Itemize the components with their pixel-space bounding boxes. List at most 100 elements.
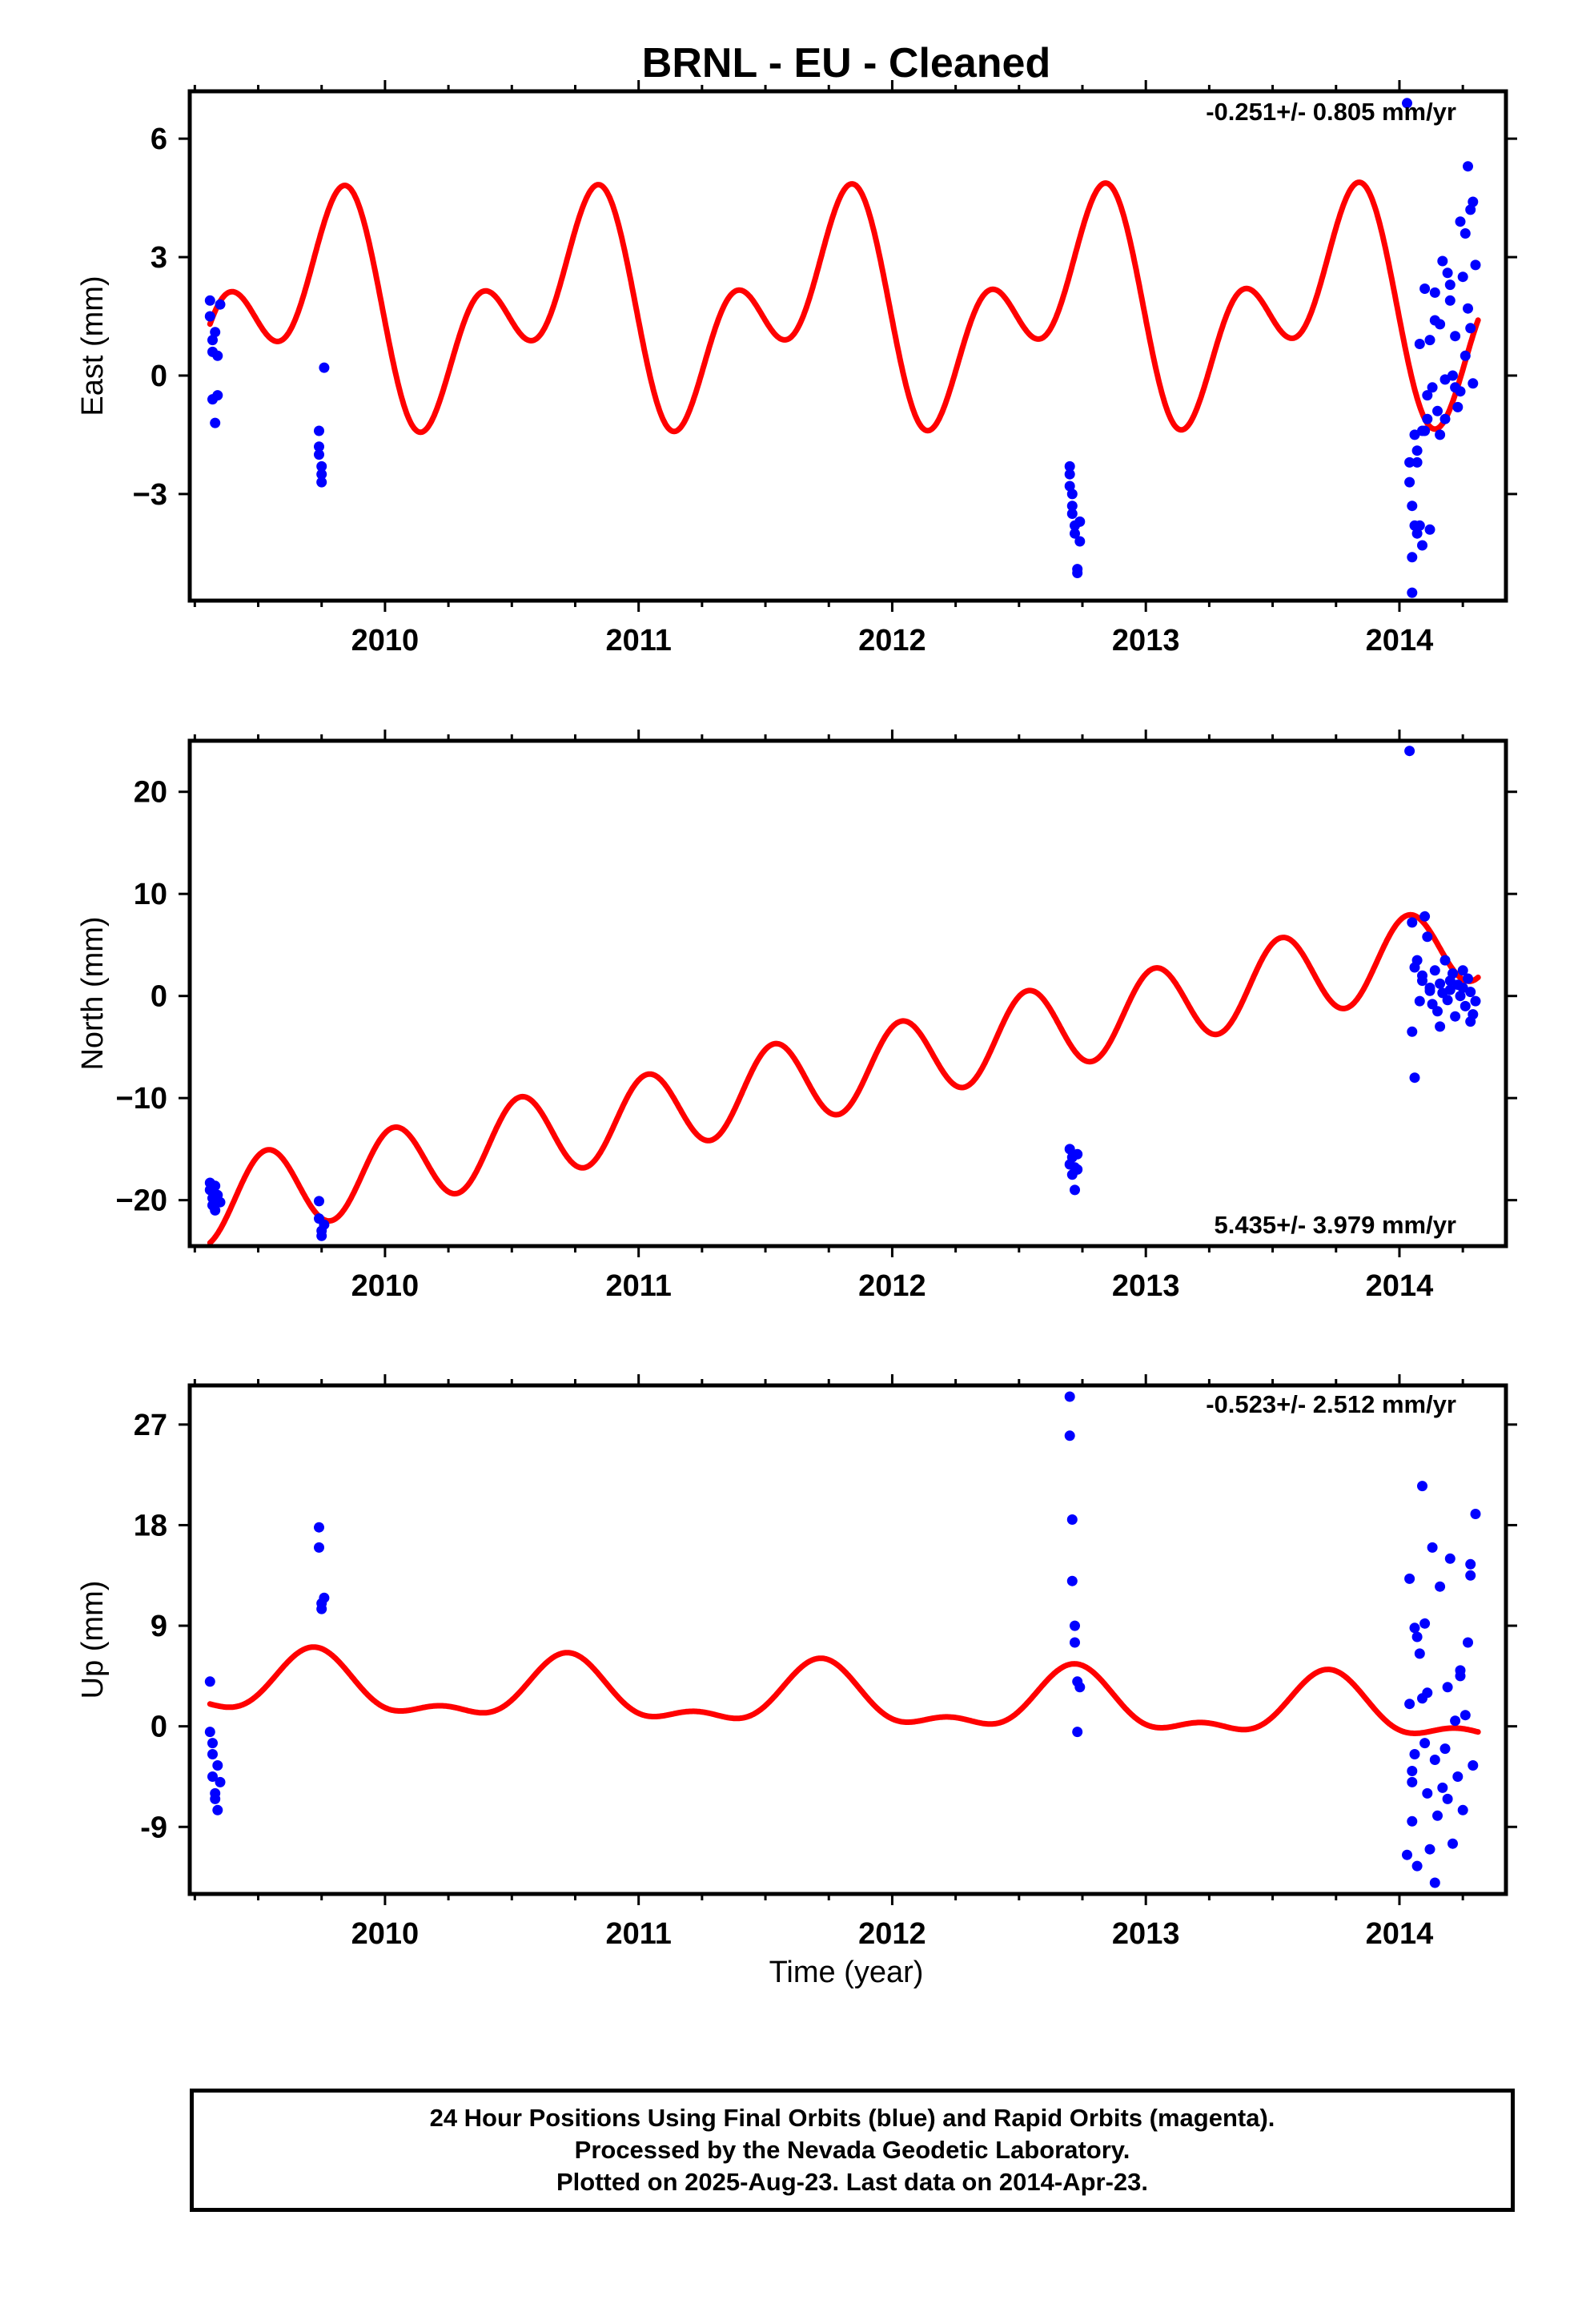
north-data-point	[1409, 1072, 1420, 1084]
north-data-point	[1465, 1016, 1476, 1027]
up-x-tick-label: 2010	[351, 1917, 420, 1951]
up-data-point	[316, 1603, 327, 1614]
up-data-point	[1470, 1509, 1481, 1519]
east-data-point	[1442, 267, 1453, 279]
north-x-tick-label: 2013	[1112, 1269, 1180, 1303]
east-data-point	[316, 460, 327, 472]
north-data-point	[1439, 955, 1451, 966]
north-data-point	[210, 1204, 221, 1216]
east-data-point	[1074, 536, 1086, 547]
east-data-point	[316, 468, 327, 480]
north-data-point	[1417, 970, 1427, 981]
east-data-point	[1417, 425, 1427, 436]
north-data-point	[1414, 995, 1425, 1007]
north-y-tick-label: 0	[151, 980, 167, 1014]
north-data-point	[1460, 1000, 1471, 1011]
east-data-point	[212, 350, 223, 361]
east-x-tick-label: 2014	[1366, 624, 1434, 657]
north-data-point	[1450, 1011, 1461, 1022]
up-data-point	[210, 1793, 221, 1804]
east-x-tick-label: 2011	[605, 624, 671, 657]
up-data-point	[1064, 1430, 1075, 1441]
east-data-point	[210, 417, 221, 428]
footer-line-2: Processed by the Nevada Geodetic Laborat…	[574, 2136, 1130, 2164]
east-data-point	[1427, 382, 1438, 393]
footer-line-1: 24 Hour Positions Using Final Orbits (bl…	[429, 2104, 1275, 2132]
north-data-point	[1432, 1006, 1443, 1017]
east-data-point	[210, 327, 221, 338]
up-plot-frame	[187, 1383, 1508, 1896]
east-data-point	[1444, 295, 1456, 306]
up-data-point	[1455, 1671, 1466, 1682]
east-data-point	[1470, 259, 1481, 271]
north-data-point	[1457, 965, 1468, 976]
east-y-tick-label: 0	[151, 360, 167, 393]
north-data-point	[1407, 1026, 1418, 1037]
up-data-point	[1409, 1749, 1420, 1759]
north-x-tick-label: 2011	[605, 1269, 671, 1303]
east-data-point	[314, 425, 324, 436]
up-data-point	[1450, 1715, 1461, 1727]
east-fit-curve	[207, 179, 1481, 436]
north-y-axis-label: North (mm)	[76, 916, 110, 1070]
up-data-point	[1417, 1481, 1427, 1492]
east-data-point	[1417, 540, 1427, 551]
east-data-point	[1468, 378, 1479, 389]
up-x-tick-label: 2014	[1366, 1917, 1434, 1951]
up-data-point	[204, 1676, 215, 1687]
east-data-point	[1450, 331, 1461, 342]
up-data-point	[1066, 1575, 1078, 1586]
east-data-point	[1411, 456, 1423, 468]
north-data-point	[1404, 746, 1415, 757]
east-data-point	[215, 299, 226, 310]
north-fit-curve	[207, 911, 1481, 1246]
east-data-point	[1072, 568, 1083, 578]
east-x-tick-label: 2013	[1112, 624, 1180, 657]
up-data-point	[1419, 1738, 1431, 1749]
east-data-point	[316, 476, 327, 488]
east-data-point	[1450, 382, 1461, 393]
east-data-point	[1064, 468, 1075, 480]
up-data-point	[1411, 1860, 1423, 1872]
up-data-point	[1447, 1838, 1458, 1849]
up-data-point	[1427, 1542, 1438, 1553]
north-data-point	[1465, 987, 1476, 998]
up-data-point	[207, 1738, 218, 1749]
north-data-point	[215, 1196, 226, 1208]
north-data-point	[1455, 991, 1466, 1002]
panel-up: 2010 2011 2012 2013 2014 -9 0 9 18 27 Up (mm) -0.52…	[76, 1374, 1517, 1951]
north-y-tick-label: 10	[134, 878, 167, 911]
east-data-point	[1411, 528, 1423, 539]
north-data-point	[1442, 995, 1453, 1006]
up-x-tick-label: 2013	[1112, 1917, 1180, 1951]
up-data-point	[1066, 1514, 1078, 1525]
east-data-point	[1437, 255, 1448, 267]
east-y-tick-label: −3	[133, 478, 167, 512]
up-data-point	[204, 1727, 215, 1738]
east-data-point	[1422, 413, 1433, 424]
footer-line-3: Plotted on 2025-Aug-23. Last data on 201…	[556, 2168, 1148, 2196]
north-data-point	[1072, 1164, 1083, 1175]
up-y-tick-label: 0	[151, 1711, 167, 1744]
east-data-point	[1407, 587, 1418, 598]
up-y-tick-label: 27	[134, 1409, 167, 1442]
up-data-point	[1407, 1776, 1418, 1787]
up-data-point	[1419, 1618, 1431, 1629]
up-data-point	[207, 1771, 218, 1782]
north-data-point	[1429, 965, 1440, 976]
east-data-point	[1460, 228, 1471, 239]
up-x-tick-label: 2012	[858, 1917, 926, 1951]
up-data-point	[215, 1776, 226, 1787]
north-data-point	[1435, 978, 1446, 989]
up-y-axis-label: Up (mm)	[76, 1581, 110, 1699]
up-data-point	[1429, 1877, 1440, 1888]
north-data-point	[1444, 975, 1456, 987]
east-data-point	[1432, 405, 1443, 416]
up-data-point	[212, 1804, 223, 1815]
east-data-point	[1422, 390, 1433, 401]
north-x-tick-label: 2012	[858, 1269, 926, 1303]
east-data-point	[314, 449, 324, 460]
x-axis-label: Time (year)	[769, 1956, 924, 1989]
east-data-point	[1463, 303, 1473, 314]
